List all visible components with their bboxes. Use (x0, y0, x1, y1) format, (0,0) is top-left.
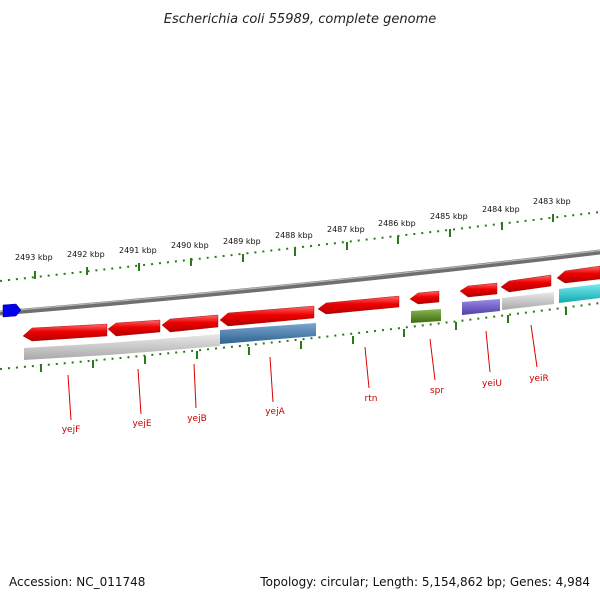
ruler-label: 2490 kbp (171, 241, 209, 250)
gene-label: spr (430, 386, 444, 396)
feature-block-gray (24, 334, 220, 360)
gene-arrow-yejA (219, 305, 315, 327)
gene-label: yejF (62, 425, 81, 435)
feature-block-olive (411, 309, 441, 323)
ruler-label: 2486 kbp (378, 219, 416, 228)
leader-line (429, 338, 436, 381)
ruler-label: 2484 kbp (482, 205, 520, 214)
gene-arrow-yeiR (500, 274, 552, 293)
ruler-label: 2488 kbp (275, 231, 313, 240)
upper-ruler-line (0, 211, 600, 282)
map-title: Escherichia coli 55989, complete genome (164, 12, 436, 27)
genome-backbone-highlight (0, 249, 600, 313)
gene-label: yejE (132, 419, 151, 429)
ruler-label: 2487 kbp (327, 225, 365, 234)
gene-arrow-yejE (107, 319, 161, 337)
leader-line (485, 330, 491, 373)
leader-line (269, 356, 274, 403)
gene-arrow-next (556, 265, 600, 284)
genome-backbone (0, 249, 600, 316)
gene-label: yejB (187, 414, 207, 424)
label-leaders (67, 324, 538, 421)
upper-major-ticks (34, 214, 554, 279)
genome-summary-text: Topology: circular; Length: 5,154,862 bp… (259, 575, 590, 589)
gene-arrow-yejF (22, 323, 108, 342)
ruler-label: 2493 kbp (15, 253, 53, 262)
ruler-labels: 2493 kbp 2492 kbp 2491 kbp 2490 kbp 2489… (15, 197, 571, 262)
gene-arrows (22, 265, 600, 342)
feature-block-blue (220, 323, 316, 344)
gene-label: yeiR (529, 374, 549, 384)
ruler-label: 2491 kbp (119, 246, 157, 255)
feature-block-gray-2 (502, 292, 554, 310)
gene-arrow-spr (409, 290, 440, 305)
leader-line (67, 374, 72, 421)
ruler-label: 2485 kbp (430, 212, 468, 221)
leader-line (364, 346, 370, 389)
ruler-label: 2483 kbp (533, 197, 571, 206)
gene-arrow-yejB (161, 314, 219, 333)
feature-blocks (24, 284, 600, 360)
gene-arrow-rtn (317, 295, 400, 315)
leader-line (137, 368, 142, 415)
gene-label: yejA (265, 407, 285, 417)
feature-block-cyan (559, 284, 600, 303)
ruler-label: 2489 kbp (223, 237, 261, 246)
feature-block-purple (462, 299, 500, 315)
lower-major-ticks (40, 307, 567, 372)
forward-gene-arrow (2, 303, 22, 318)
leader-line (530, 324, 538, 368)
gene-arrow-yeiU (459, 282, 498, 298)
gene-labels: yejF yejE yejB yejA rtn spr yeiU yeiR (62, 374, 549, 435)
gene-label: yeiU (482, 379, 502, 389)
ruler-label: 2492 kbp (67, 250, 105, 259)
gene-label: rtn (365, 394, 378, 404)
accession-text: Accession: NC_011748 (9, 575, 145, 589)
leader-line (193, 363, 197, 409)
